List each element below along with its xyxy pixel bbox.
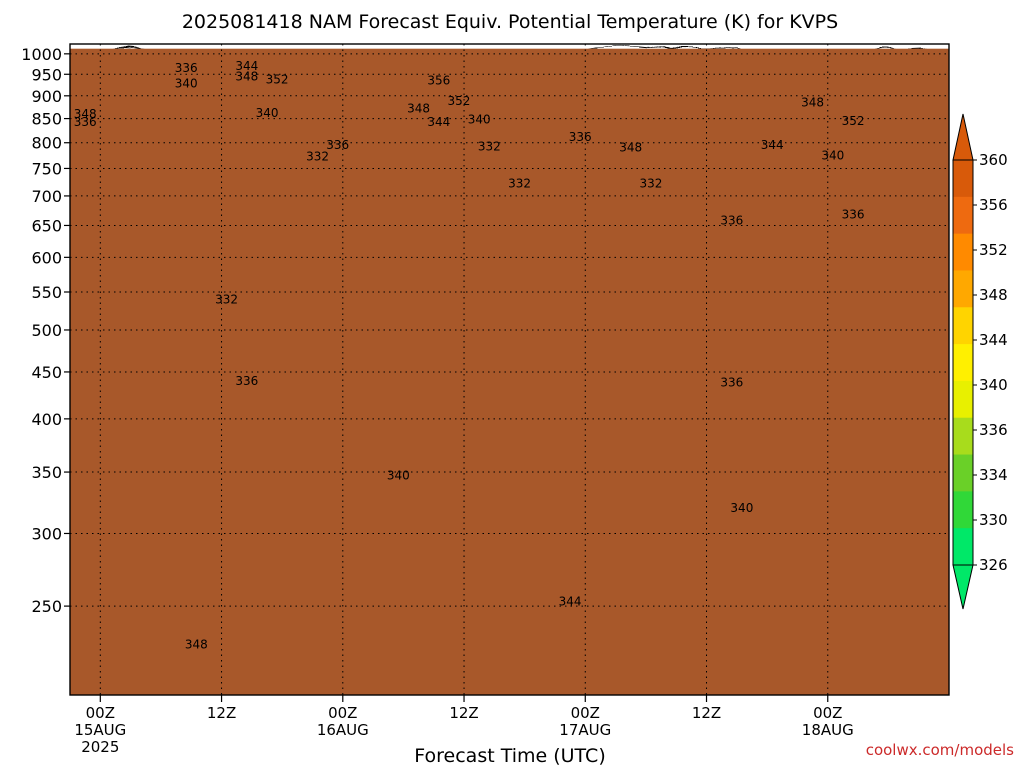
contour-label: 340 bbox=[387, 468, 410, 482]
colorbar-label: 330 bbox=[979, 511, 1008, 529]
contour-label: 352 bbox=[448, 94, 471, 108]
contour-label: 340 bbox=[730, 501, 753, 515]
contour-label: 348 bbox=[619, 141, 642, 155]
contour-label: 344 bbox=[427, 115, 450, 129]
x-tick-label: 12Z bbox=[449, 704, 478, 722]
colorbar-segment bbox=[953, 491, 973, 529]
contour-label: 336 bbox=[569, 130, 592, 144]
x-tick-label: 2025 bbox=[81, 738, 119, 756]
colorbar-high-triangle bbox=[952, 113, 974, 161]
x-tick-label: 00Z bbox=[813, 704, 842, 722]
colorbar-segment bbox=[953, 233, 973, 271]
contour-label: 336 bbox=[842, 208, 865, 222]
contour-label: 336 bbox=[235, 374, 258, 388]
contour-label: 344 bbox=[559, 594, 582, 608]
y-tick-label: 1000 bbox=[21, 45, 62, 64]
y-tick-label: 350 bbox=[31, 463, 62, 482]
plot-frame bbox=[69, 43, 950, 696]
y-tick-label: 800 bbox=[31, 134, 62, 153]
colorbar-segment bbox=[953, 270, 973, 308]
y-tick-label: 300 bbox=[31, 524, 62, 543]
colorbar-label: 352 bbox=[979, 241, 1008, 259]
colorbar-label: 336 bbox=[979, 421, 1008, 439]
contour-label: 344 bbox=[761, 138, 784, 152]
contour-label: 332 bbox=[478, 140, 501, 154]
y-tick-label: 250 bbox=[31, 597, 62, 616]
y-tick-label: 850 bbox=[31, 110, 62, 129]
x-tick-label: 16AUG bbox=[317, 721, 369, 739]
colorbar-frame bbox=[952, 159, 974, 566]
x-tick-label: 12Z bbox=[692, 704, 721, 722]
x-axis-label: Forecast Time (UTC) bbox=[414, 745, 605, 767]
colorbar-segment bbox=[953, 380, 973, 419]
contour-label: 340 bbox=[468, 113, 491, 127]
contour-label: 332 bbox=[639, 177, 662, 191]
x-tick-label: 00Z bbox=[86, 704, 115, 722]
contour-label: 356 bbox=[427, 74, 450, 88]
chart-title: 2025081418 NAM Forecast Equiv. Potential… bbox=[182, 11, 838, 33]
colorbar-label: 356 bbox=[979, 196, 1008, 214]
contour-label: 348 bbox=[74, 107, 97, 121]
y-tick-label: 650 bbox=[31, 216, 62, 235]
x-tick-label: 17AUG bbox=[559, 721, 611, 739]
x-tick-label: 18AUG bbox=[802, 721, 854, 739]
y-tick-label: 950 bbox=[31, 65, 62, 84]
colorbar-label: 360 bbox=[979, 151, 1008, 169]
contour-label: 352 bbox=[266, 72, 289, 86]
colorbar-label: 344 bbox=[979, 331, 1008, 349]
contour-label: 336 bbox=[175, 61, 198, 75]
contour-label: 348 bbox=[185, 638, 208, 652]
colorbar-segment bbox=[953, 307, 973, 345]
contour-label: 332 bbox=[215, 292, 238, 306]
contour-label: 340 bbox=[821, 148, 844, 162]
x-tick-label: 15AUG bbox=[74, 721, 126, 739]
contour-label: 336 bbox=[720, 214, 743, 228]
colorbar-segment bbox=[953, 160, 973, 198]
contour-label: 352 bbox=[842, 114, 865, 128]
colorbar-segment bbox=[953, 454, 973, 492]
x-tick-label: 00Z bbox=[328, 704, 357, 722]
ground-surface bbox=[70, 48, 949, 695]
y-tick-label: 750 bbox=[31, 159, 62, 178]
contour-label: 348 bbox=[801, 96, 824, 110]
y-tick-label: 500 bbox=[31, 321, 62, 340]
y-tick-label: 400 bbox=[31, 410, 62, 429]
colorbar-segment bbox=[953, 417, 973, 456]
y-tick-label: 600 bbox=[31, 248, 62, 267]
y-tick-label: 450 bbox=[31, 363, 62, 382]
colorbar-low-triangle bbox=[952, 564, 974, 610]
contour-label: 344 bbox=[235, 59, 258, 73]
contour-label: 336 bbox=[720, 376, 743, 390]
x-tick-label: 00Z bbox=[571, 704, 600, 722]
contour-label: 348 bbox=[235, 69, 258, 83]
colorbar-label: 348 bbox=[979, 286, 1008, 304]
y-tick-label: 700 bbox=[31, 187, 62, 206]
colorbar-label: 326 bbox=[979, 556, 1008, 574]
contour-label: 332 bbox=[508, 177, 531, 191]
contour-label: 340 bbox=[256, 106, 279, 120]
contour-label: 340 bbox=[175, 77, 198, 91]
colorbar-label: 340 bbox=[979, 376, 1008, 394]
colorbar-segment bbox=[953, 196, 973, 235]
contour-label: 336 bbox=[326, 138, 349, 152]
contour-label: 332 bbox=[306, 149, 329, 163]
x-tick-label: 12Z bbox=[207, 704, 236, 722]
colorbar-segment bbox=[953, 528, 973, 566]
contour-label: 336 bbox=[74, 115, 97, 129]
colorbar-label: 334 bbox=[979, 466, 1008, 484]
contour-label: 348 bbox=[407, 101, 430, 115]
credit-text: coolwx.com/models bbox=[866, 741, 1014, 759]
colorbar-segment bbox=[953, 344, 973, 382]
y-tick-label: 900 bbox=[31, 87, 62, 106]
y-tick-label: 550 bbox=[31, 283, 62, 302]
